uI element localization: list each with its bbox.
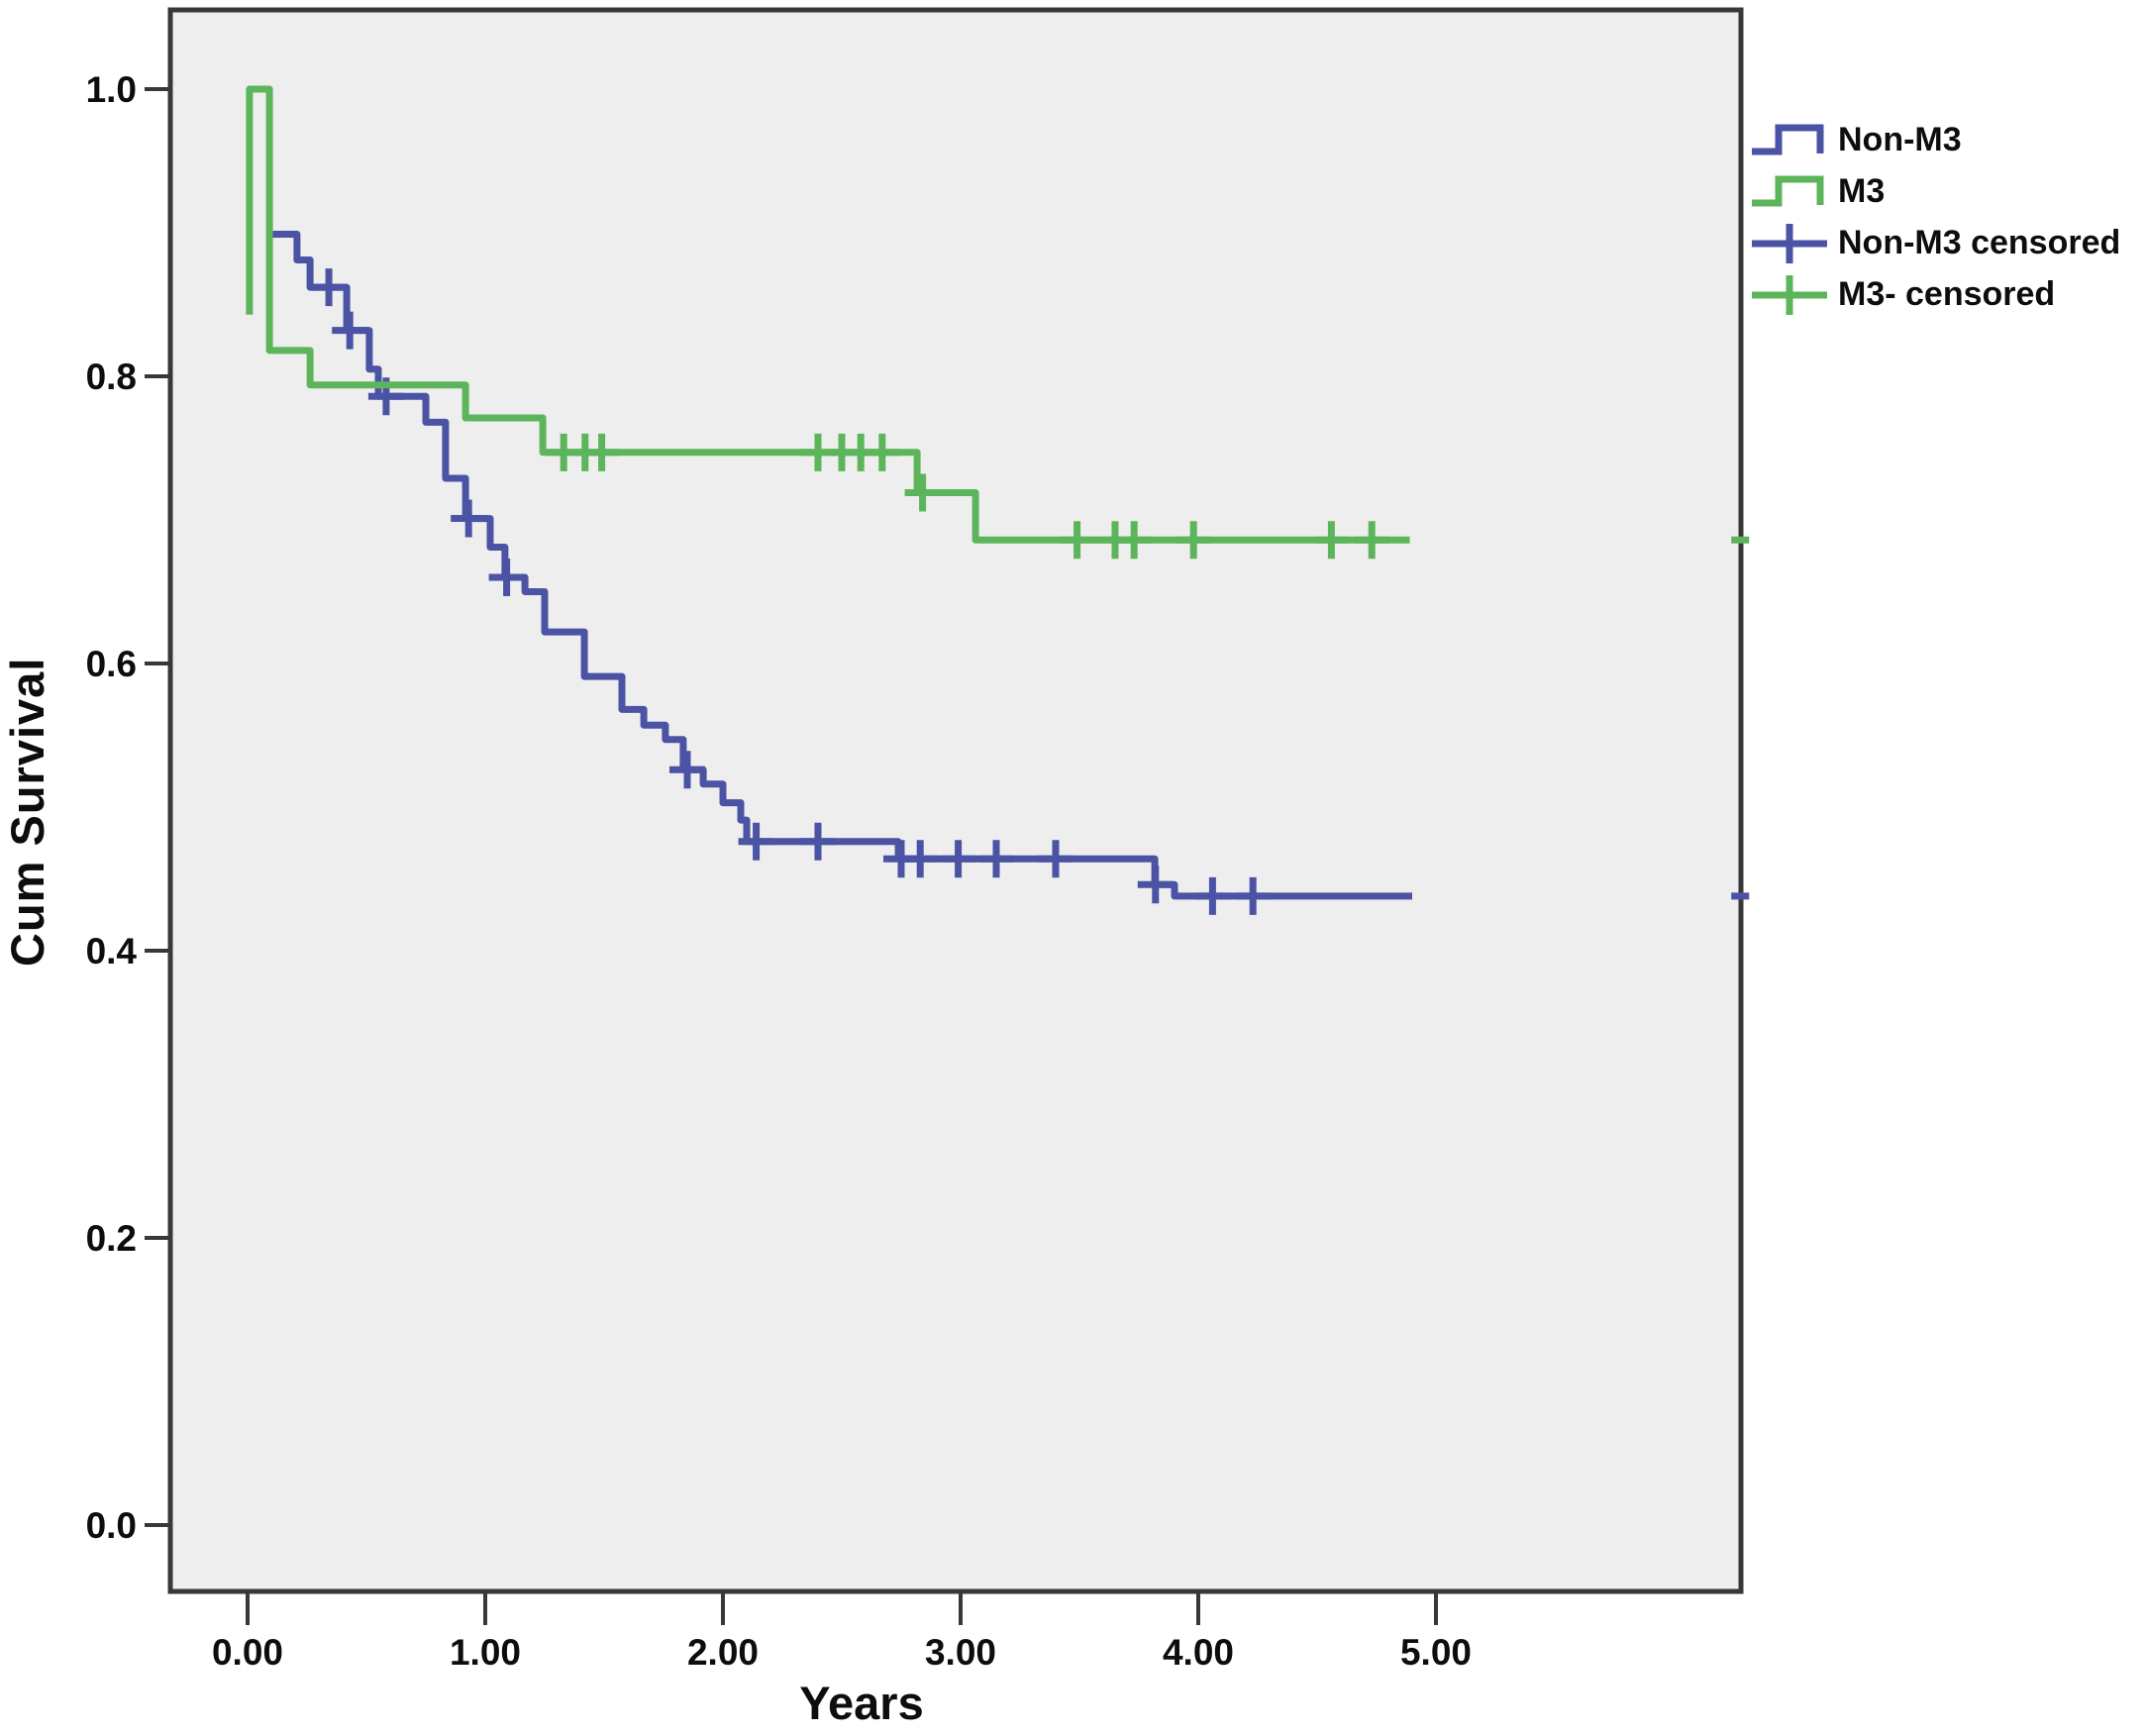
x-tick-label: 0.00 bbox=[212, 1632, 283, 1673]
non-m3-line-glyph bbox=[1752, 124, 1824, 155]
censor-mark-m3 bbox=[904, 473, 941, 512]
legend-label: Non-M3 bbox=[1838, 121, 1962, 158]
m3-censored-glyph bbox=[1752, 275, 1827, 315]
y-tick-label: 0.4 bbox=[86, 931, 138, 971]
y-tick-label: 0.8 bbox=[86, 357, 137, 397]
censor-mark-non-m3 bbox=[800, 822, 836, 861]
censor-mark-non-m3 bbox=[332, 311, 368, 350]
censor-mark-non-m3 bbox=[978, 840, 1014, 878]
censor-mark-m3 bbox=[1354, 521, 1390, 560]
plot-border bbox=[167, 7, 1744, 1594]
censor-mark-non-m3 bbox=[488, 559, 525, 596]
censor-mark-non-m3 bbox=[311, 268, 348, 307]
censor-mark-non-m3 bbox=[669, 751, 705, 789]
legend: Non-M3 M3 Non-M3 censored M3- censored bbox=[1749, 117, 2120, 317]
y-tick-label: 0.2 bbox=[86, 1218, 137, 1259]
legend-item-m3-censored: M3- censored bbox=[1749, 271, 2120, 317]
censor-mark-m3 bbox=[1313, 521, 1350, 560]
censor-mark-non-m3 bbox=[1038, 840, 1073, 878]
censor-mark-non-m3 bbox=[902, 840, 939, 878]
legend-item-non-m3: Non-M3 bbox=[1749, 117, 2120, 162]
plot-background bbox=[170, 10, 1741, 1591]
legend-item-non-m3-censored: Non-M3 censored bbox=[1749, 220, 2120, 265]
km-curve-m3 bbox=[246, 85, 1410, 544]
censor-mark-non-m3 bbox=[1235, 876, 1272, 915]
x-tick-label: 3.00 bbox=[925, 1632, 996, 1673]
x-tick-label: 1.00 bbox=[450, 1632, 521, 1673]
censor-mark-m3 bbox=[1175, 521, 1212, 560]
x-tick-label: 4.00 bbox=[1163, 1632, 1234, 1673]
censor-mark-m3 bbox=[1116, 521, 1153, 560]
legend-label: M3 bbox=[1838, 172, 1886, 210]
x-tick-label: 5.00 bbox=[1400, 1632, 1472, 1673]
x-axis-title: Years bbox=[799, 1677, 924, 1729]
legend-label: Non-M3 censored bbox=[1838, 224, 2121, 261]
y-tick-label: 1.0 bbox=[86, 69, 137, 110]
non-m3-censored-glyph bbox=[1752, 224, 1827, 263]
legend-item-m3: M3 bbox=[1749, 168, 2120, 214]
censor-mark-non-m3 bbox=[738, 822, 774, 861]
legend-label: M3- censored bbox=[1838, 275, 2056, 313]
censor-mark-m3 bbox=[1059, 521, 1095, 560]
censor-mark-non-m3 bbox=[1194, 876, 1231, 915]
km-curve-non-m3 bbox=[270, 231, 1412, 900]
y-tick-label: 0.6 bbox=[86, 644, 137, 684]
censor-mark-m3 bbox=[583, 433, 620, 471]
censor-mark-non-m3 bbox=[451, 499, 487, 538]
y-axis-title: Cum Survival bbox=[1, 657, 53, 968]
censor-mark-m3 bbox=[864, 433, 900, 471]
m3-line-glyph bbox=[1752, 175, 1824, 207]
censor-mark-non-m3 bbox=[1137, 866, 1174, 904]
x-tick-label: 2.00 bbox=[687, 1632, 759, 1673]
censor-mark-non-m3 bbox=[940, 840, 976, 878]
y-tick-label: 0.0 bbox=[86, 1505, 137, 1546]
